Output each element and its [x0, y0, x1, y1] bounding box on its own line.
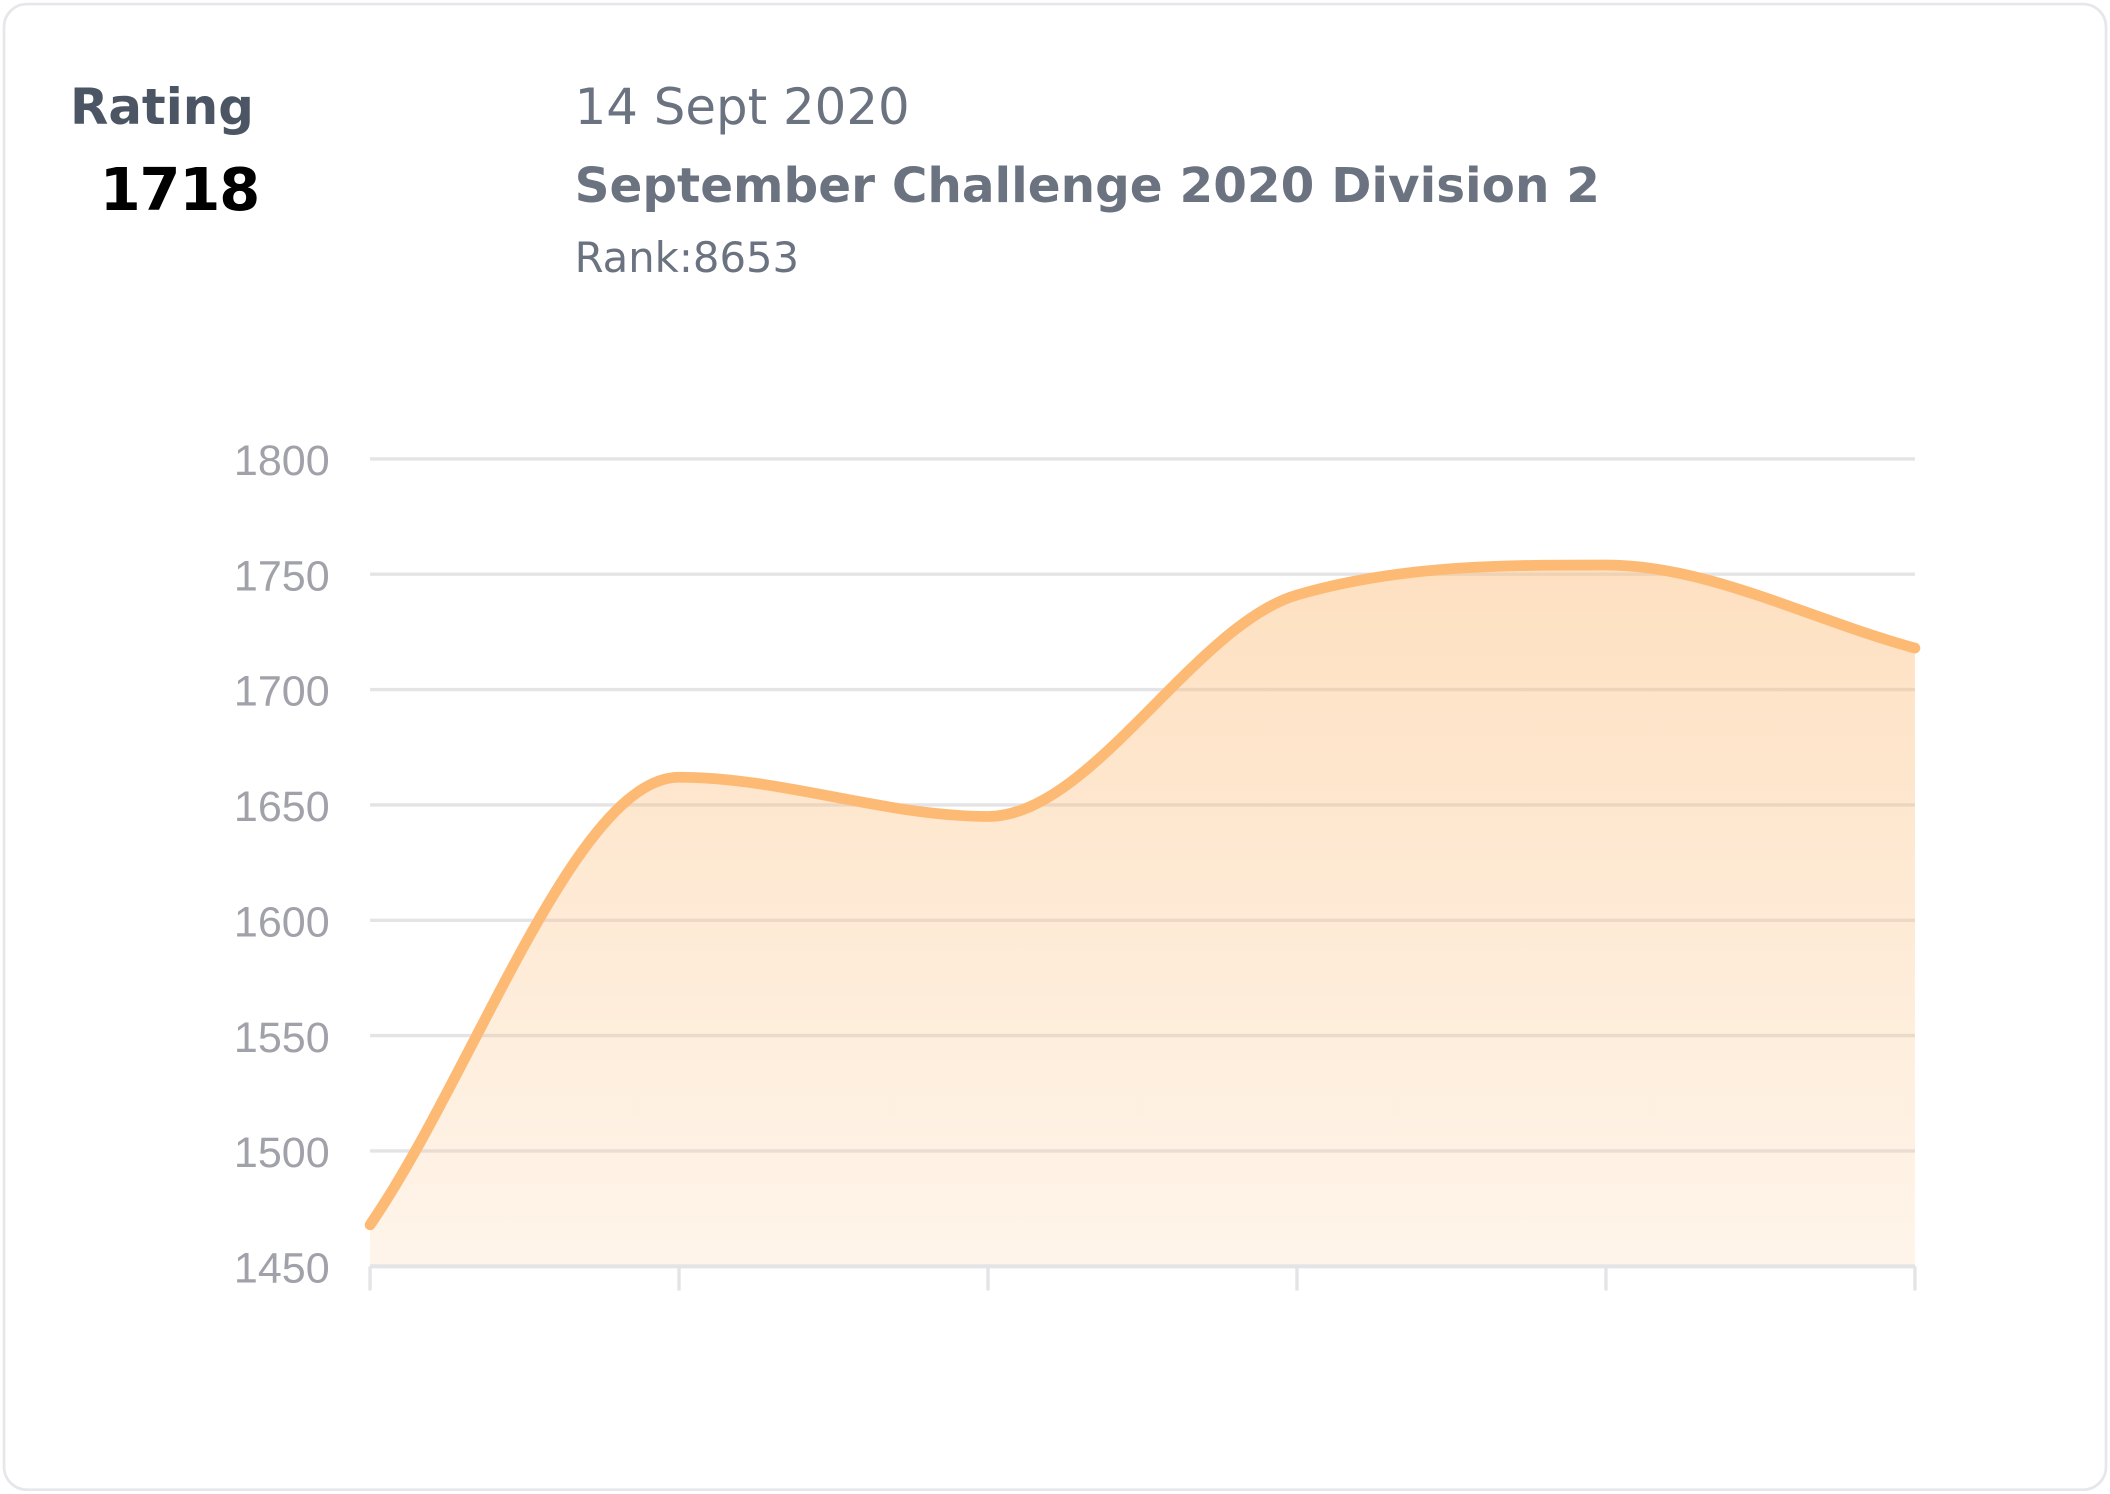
y-tick-label: 1600: [234, 898, 330, 946]
rating-area: [370, 565, 1915, 1267]
y-tick-label: 1750: [234, 552, 330, 600]
rating-value: 1718: [99, 156, 261, 225]
contest-rank: Rank:8653: [574, 234, 800, 283]
contest-date: 14 Sept 2020: [574, 78, 910, 136]
y-tick-label: 1800: [234, 437, 330, 485]
y-tick-label: 1700: [234, 668, 330, 716]
contest-name: September Challenge 2020 Division 2: [574, 158, 1601, 214]
rating-line: [364, 559, 1921, 1231]
y-tick-label: 1450: [234, 1244, 330, 1292]
y-tick-label: 1500: [234, 1129, 330, 1177]
rating-label: Rating: [69, 78, 254, 136]
y-tick-label: 1550: [234, 1014, 330, 1062]
y-tick-label: 1650: [234, 783, 330, 831]
